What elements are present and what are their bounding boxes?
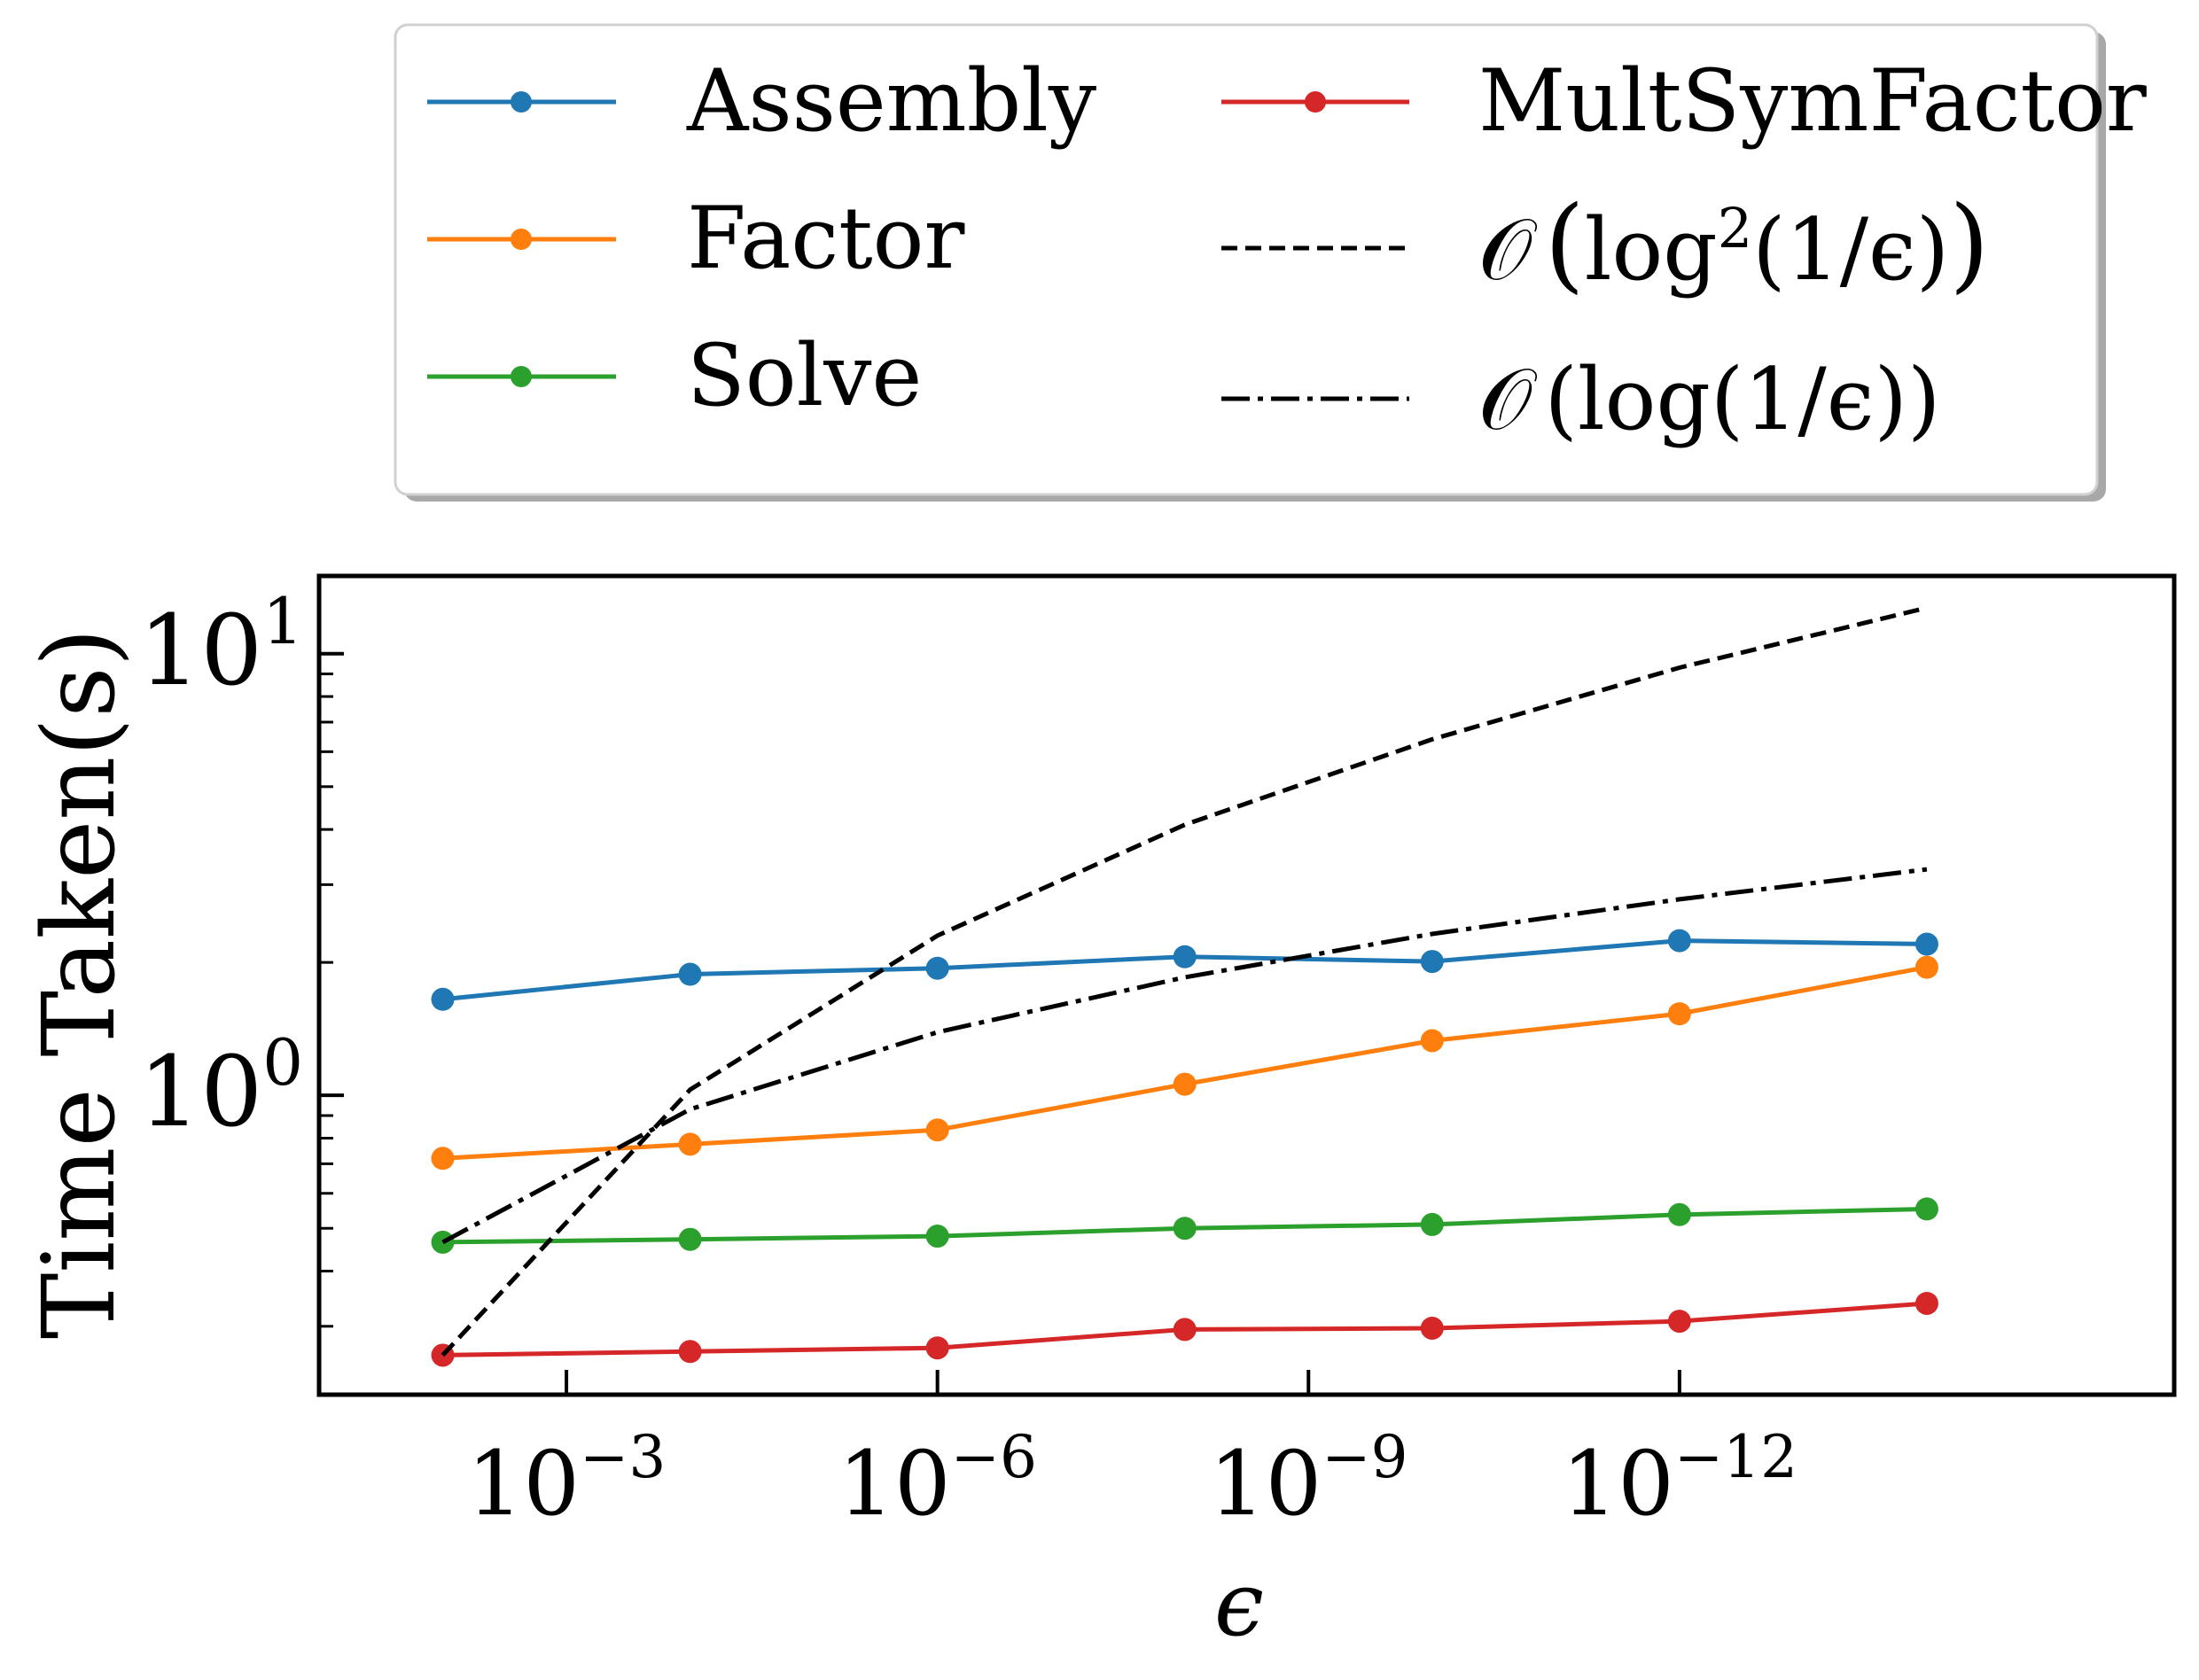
point-solve-1: [678, 1227, 702, 1251]
point-multsymfactor-1: [678, 1340, 702, 1364]
point-multsymfactor-2: [925, 1336, 949, 1360]
x-tick-label-exp-0: −3: [580, 1423, 666, 1491]
legend-box: [394, 23, 2099, 496]
point-assembly-5: [1667, 929, 1691, 953]
point-solve-4: [1420, 1212, 1444, 1236]
legend: Assembly Factor Solve MultSymFactor 𝒪 (lo…: [394, 23, 2147, 502]
legend-label-log-main: (log(1/ϵ)): [1544, 350, 1940, 449]
legend-label-log-squared-prefix: 𝒪: [1478, 200, 1538, 299]
point-factor-2: [925, 1118, 949, 1142]
y-tick-label-0: 100: [138, 1025, 303, 1148]
point-multsymfactor-4: [1420, 1316, 1444, 1340]
point-assembly-6: [1914, 932, 1938, 956]
x-tick-label-base-3: 10: [1562, 1432, 1674, 1536]
y-tick-label-1: 101: [138, 584, 303, 707]
point-solve-6: [1914, 1197, 1938, 1221]
y-tick-label-exp-1: 1: [262, 584, 303, 658]
point-multsymfactor-5: [1667, 1310, 1691, 1334]
legend-entry-log-squared: 𝒪 (log2(1/ϵ)): [1221, 184, 1990, 304]
x-tick-label-base-2: 10: [1209, 1432, 1322, 1536]
plot-frame: [316, 573, 2177, 1397]
x-axis-label: ϵ: [1214, 1552, 1264, 1656]
legend-entry-solve: Solve: [427, 326, 922, 425]
x-tick-label-1: 10−6: [838, 1423, 1037, 1536]
legend-marker-multsymfactor: [1305, 91, 1326, 113]
x-tick-label-3: 10−12: [1562, 1423, 1798, 1536]
legend-label-log: 𝒪 (log(1/ϵ)): [1478, 350, 1940, 449]
point-solve-3: [1173, 1217, 1197, 1241]
point-multsymfactor-6: [1914, 1291, 1938, 1315]
x-tick-label-0: 10−3: [467, 1423, 667, 1536]
point-solve-2: [925, 1225, 949, 1248]
series-line-factor: [442, 965, 1928, 1161]
minor-ticks: [319, 673, 333, 1328]
legend-label-log-squared-main: log: [1585, 200, 1718, 299]
legend-label-log-squared-rest: (1/ϵ): [1752, 200, 1949, 299]
legend-entry-assembly: Assembly: [427, 51, 1096, 151]
x-tick-label-exp-3: −12: [1674, 1423, 1797, 1491]
point-assembly-2: [925, 956, 949, 980]
x-ticks: 10−3 10−6 10−9 10−12: [467, 1370, 1797, 1536]
point-factor-3: [1173, 1072, 1197, 1096]
legend-entry-factor: Factor: [427, 189, 964, 288]
legend-entry-multsymfactor: MultSymFactor: [1221, 51, 2147, 151]
legend-marker-assembly: [511, 91, 532, 113]
x-tick-label-exp-2: −9: [1322, 1423, 1408, 1491]
legend-label-log-squared-sup: 2: [1718, 196, 1752, 261]
series-layer: [431, 605, 1938, 1367]
legend-label-factor: Factor: [687, 189, 964, 288]
y-tick-label-exp-0: 0: [262, 1025, 303, 1100]
point-solve-5: [1667, 1202, 1691, 1226]
point-factor-0: [431, 1147, 455, 1171]
y-axis-label: Time Taken(s): [22, 628, 137, 1340]
legend-label-log-squared-open: (: [1544, 184, 1584, 304]
x-tick-label-base-0: 10: [467, 1432, 580, 1536]
legend-label-multsymfactor: MultSymFactor: [1478, 51, 2147, 151]
legend-label-solve: Solve: [687, 326, 922, 425]
point-factor-4: [1420, 1029, 1444, 1053]
y-tick-label-base-1: 10: [138, 594, 262, 707]
x-tick-label-2: 10−9: [1209, 1423, 1408, 1536]
point-factor-1: [678, 1132, 702, 1156]
series-line-o-log-1: [441, 605, 1928, 1357]
point-multsymfactor-3: [1173, 1318, 1197, 1342]
point-assembly-4: [1420, 950, 1444, 974]
legend-entry-log: 𝒪 (log(1/ϵ)): [1221, 350, 1940, 449]
legend-marker-factor: [511, 229, 532, 250]
y-tick-label-base-0: 10: [138, 1035, 262, 1148]
x-tick-label-exp-1: −6: [951, 1423, 1037, 1491]
point-assembly-1: [678, 962, 702, 986]
legend-marker-solve: [511, 366, 532, 387]
legend-label-log-squared: 𝒪 (log2(1/ϵ)): [1478, 184, 1990, 304]
x-tick-label-base-1: 10: [838, 1432, 950, 1536]
legend-label-log-squared-close: ): [1949, 184, 1989, 304]
point-factor-6: [1914, 955, 1938, 979]
legend-label-log-prefix: 𝒪: [1478, 350, 1538, 449]
legend-label-assembly: Assembly: [686, 51, 1096, 151]
series-line-o-log-1: [441, 867, 1928, 1245]
point-assembly-3: [1173, 945, 1197, 968]
point-assembly-0: [431, 987, 455, 1011]
point-factor-5: [1667, 1002, 1691, 1026]
